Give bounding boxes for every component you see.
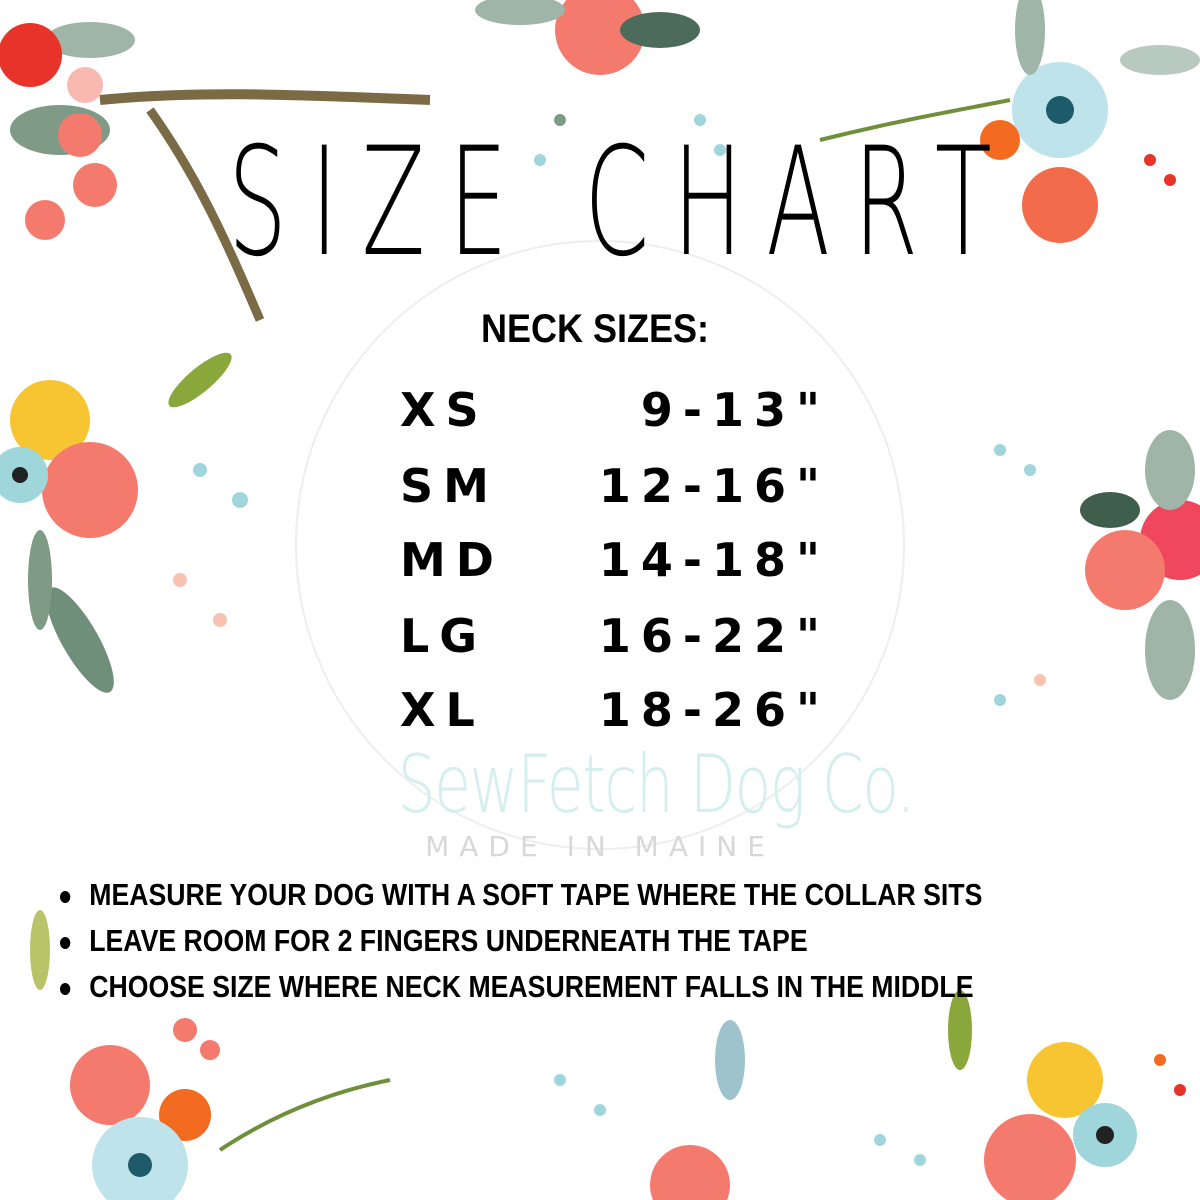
size-label: SM xyxy=(400,459,499,513)
bullet-icon xyxy=(60,982,71,995)
tip-text: MEASURE YOUR DOG WITH A SOFT TAPE WHERE … xyxy=(89,877,983,912)
size-label: XL xyxy=(400,683,485,737)
watermark-name: SewFetch Dog Co. xyxy=(397,738,916,831)
size-range: 16-22" xyxy=(598,609,830,663)
size-range: 18-26" xyxy=(598,683,830,737)
tip-text: LEAVE ROOM FOR 2 FINGERS UNDERNEATH THE … xyxy=(89,923,808,958)
section-heading: NECK SIZES: xyxy=(480,307,710,351)
page-title: SIZE CHART xyxy=(228,116,1016,290)
size-range: 14-18" xyxy=(598,533,830,587)
size-label: MD xyxy=(400,533,504,587)
tip-item: LEAVE ROOM FOR 2 FINGERS UNDERNEATH THE … xyxy=(60,918,982,964)
measuring-tips: MEASURE YOUR DOG WITH A SOFT TAPE WHERE … xyxy=(60,872,982,1010)
top-center-flowers-icon xyxy=(475,0,726,166)
size-row: XS 9-13" xyxy=(400,380,830,440)
tip-text: CHOOSE SIZE WHERE NECK MEASUREMENT FALLS… xyxy=(89,969,974,1004)
tip-item: CHOOSE SIZE WHERE NECK MEASUREMENT FALLS… xyxy=(60,964,982,1010)
size-label: LG xyxy=(400,609,488,663)
top-left-flowers-icon xyxy=(0,22,431,693)
bullet-icon xyxy=(60,890,71,903)
size-label: XS xyxy=(400,383,489,437)
watermark-logo xyxy=(295,240,905,850)
size-range: 12-16" xyxy=(598,459,830,513)
bullet-icon xyxy=(60,936,71,949)
size-row: MD 14-18" xyxy=(400,530,830,590)
size-row: SM 12-16" xyxy=(400,456,830,516)
watermark-tagline: MADE IN MAINE xyxy=(425,830,775,863)
tip-item: MEASURE YOUR DOG WITH A SOFT TAPE WHERE … xyxy=(60,872,982,918)
size-range: 9-13" xyxy=(640,383,830,437)
size-row: XL 18-26" xyxy=(400,680,830,740)
bottom-flowers-icon xyxy=(30,910,1186,1200)
top-right-flowers-icon xyxy=(819,0,1200,706)
size-row: LG 16-22" xyxy=(400,606,830,666)
